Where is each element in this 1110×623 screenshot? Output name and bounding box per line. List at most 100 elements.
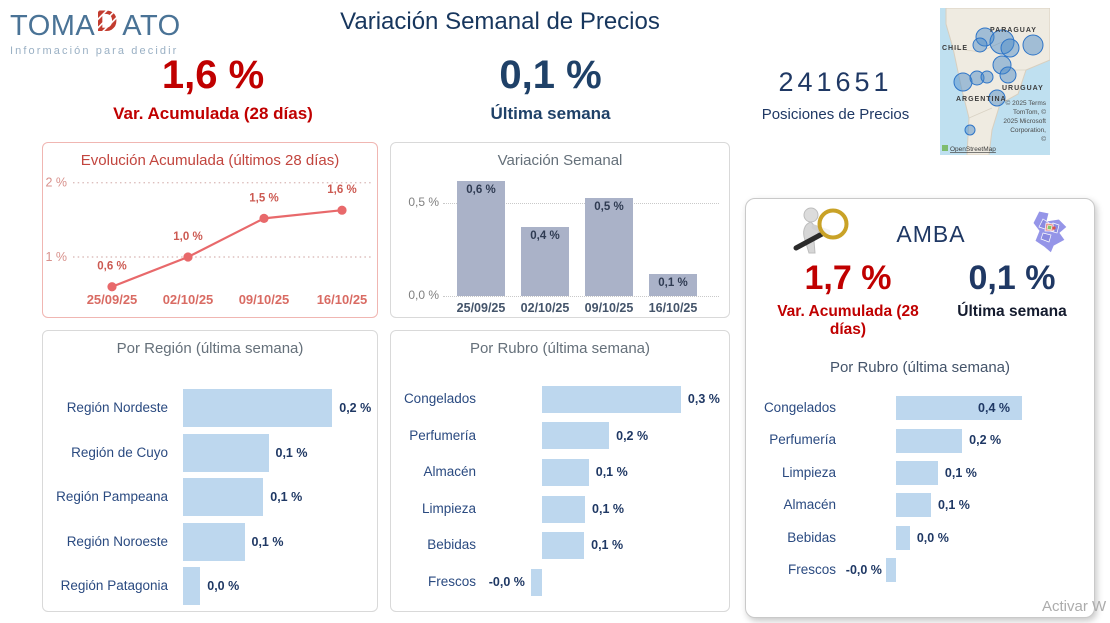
bar[interactable] — [542, 495, 586, 523]
hbar-chart-amba-rubro[interactable]: Congelados 0,4 % Perfumería 0,2 % Limpieza 0,… — [746, 392, 1094, 586]
bar-value-label: 0,1 % — [591, 538, 624, 553]
bar[interactable] — [885, 558, 896, 583]
kpi-var-acumulada: 1,6 % Var. Acumulada (28 días) — [88, 54, 338, 124]
point-label: 1,6 % — [327, 184, 356, 196]
bar[interactable] — [183, 478, 264, 517]
category-label: Congelados — [763, 400, 836, 415]
point-label: 1,0 % — [173, 231, 202, 243]
bar-value-label: 0,0 % — [207, 579, 240, 593]
map-attribution-osm[interactable]: OpenStreetMap — [950, 146, 996, 153]
panel-amba[interactable]: AMBA 1,7 % Var. Acumulada (28 días) 0,1 … — [745, 198, 1095, 618]
card-variacion-semanal[interactable]: Variación Semanal 0,0 % 0,5 % 0,6 % 25/09/2… — [390, 142, 730, 318]
category-label: Perfumería — [409, 427, 476, 443]
bar-value-label: 0,1 % — [275, 445, 308, 460]
category-label: Perfumería — [769, 432, 836, 448]
category-label: Región Nordeste — [66, 400, 168, 415]
x-tick-label: 02/10/25 — [163, 292, 214, 307]
card-evolucion-acumulada[interactable]: Evolución Acumulada (últimos 28 días) 1 … — [42, 142, 378, 318]
logo-d-icon: D — [96, 5, 121, 41]
hbar-chart-region[interactable]: Región Nordeste 0,2 % Región de Cuyo 0,1 % R… — [43, 386, 377, 609]
category-label: Región de Cuyo — [71, 444, 168, 460]
card-por-region[interactable]: Por Región (última semana) Región Nordes… — [42, 330, 378, 612]
x-tick-label: 25/09/25 — [87, 292, 138, 307]
data-point — [183, 252, 193, 262]
kpi-posiciones-value: 241651 — [778, 67, 893, 97]
bar-value-label: 0,2 % — [969, 433, 1002, 448]
logo-text-pre: TOMA — [10, 10, 96, 42]
bar-row: Región Pampeana 0,1 % — [43, 475, 377, 520]
argentina-map-thumbnail[interactable]: CHILE PARAGUAY URUGUAY ARGENTINA © 2025 … — [940, 7, 1051, 156]
bar-row: Región Noroeste 0,1 % — [43, 520, 377, 565]
bar-row: Región Patagonia 0,0 % — [43, 564, 377, 609]
kpi-ultima-semana-label: Última semana — [490, 104, 611, 123]
bar[interactable] — [542, 458, 589, 486]
bar[interactable] — [530, 568, 542, 596]
bar[interactable] — [542, 385, 681, 413]
category-label: Frescos — [787, 561, 836, 577]
bar-value-label: 0,3 % — [687, 392, 720, 406]
card-por-rubro[interactable]: Por Rubro (última semana) Congelados 0,3 … — [390, 330, 730, 612]
bar[interactable]: 0,6 % — [457, 181, 505, 296]
data-point — [107, 282, 117, 292]
amba-kpi-var-acumulada-label: Var. Acumulada (28 días) — [777, 302, 919, 338]
bar-row: Frescos -0,0 % — [391, 564, 729, 601]
amba-kpi-ultima-semana-value: 0,1 % — [968, 259, 1056, 297]
bar[interactable] — [183, 522, 245, 561]
bar-value-label: 0,5 % — [594, 200, 624, 213]
y-tick-label: 0,0 % — [408, 288, 439, 302]
bar[interactable]: 0,4 % — [521, 227, 569, 296]
map-attribution-line[interactable]: © 2025 Terms — [1006, 99, 1047, 107]
bar[interactable] — [542, 532, 585, 560]
data-point — [337, 205, 347, 215]
x-tick-label: 09/10/25 — [239, 292, 290, 307]
category-label: Almacén — [783, 497, 836, 513]
kpi-posiciones: 241651 Posiciones de Precios — [738, 67, 933, 124]
svg-text:D: D — [96, 6, 118, 35]
category-label: Bebidas — [427, 537, 476, 553]
bar-value-label: -0,0 % — [488, 574, 525, 589]
bar-value-label: -0,0 % — [845, 562, 882, 577]
bar[interactable] — [542, 422, 610, 450]
bar[interactable] — [896, 396, 1022, 421]
amba-kpi-ultima-semana-label: Última semana — [957, 302, 1067, 320]
bar-chart-semanal[interactable]: 0,0 % 0,5 % 0,6 % 25/09/25 0,4 % 02/10/25 0,5 … — [391, 143, 729, 317]
bar[interactable] — [183, 567, 201, 606]
card-rubro-title: Por Rubro (última semana) — [469, 340, 651, 357]
bar-value-label: 0,1 % — [937, 498, 970, 513]
bar-value-label: 0,2 % — [616, 428, 649, 443]
data-point — [259, 213, 269, 223]
bar-row: Frescos -0,0 % — [746, 554, 1094, 586]
bar-row: Almacén 0,1 % — [746, 489, 1094, 521]
kpi-var-acumulada-value: 1,6 % — [161, 53, 265, 97]
bar[interactable] — [896, 428, 963, 453]
y-tick-label: 2 % — [45, 176, 67, 190]
bar[interactable] — [896, 460, 938, 485]
bar-value-label: 0,6 % — [466, 184, 496, 197]
bar-value-label: 0,4 % — [978, 401, 1010, 415]
kpi-ultima-semana: 0,1 % Última semana — [428, 54, 673, 124]
page-title: Variación Semanal de Precios — [340, 8, 660, 35]
line-chart-evolucion[interactable]: 1 % 2 % 0,6 % 25/09/25 1,0 % 02/10/25 1,5 % 09/… — [43, 143, 377, 317]
bar[interactable]: 0,5 % — [585, 197, 633, 296]
tomadato-logo: TOMA D ATO Información para decidir — [10, 5, 181, 57]
bar-row: Bebidas 0,0 % — [746, 522, 1094, 554]
kpi-ultima-semana-value: 0,1 % — [499, 53, 602, 97]
y-tick-label: 1 % — [45, 250, 67, 264]
bar-row: Congelados 0,4 % — [746, 392, 1094, 424]
map-attribution-line: 2025 Microsoft — [1003, 118, 1046, 125]
bar[interactable]: 0,1 % — [649, 273, 697, 296]
bar[interactable] — [183, 433, 269, 472]
bar[interactable] — [183, 389, 333, 428]
bar-row: Almacén 0,1 % — [391, 454, 729, 491]
magnifier-figure-icon — [784, 205, 858, 260]
bar-row: Limpieza 0,1 % — [746, 457, 1094, 489]
card-evolucion-title: Evolución Acumulada (últimos 28 días) — [80, 152, 340, 169]
y-tick-label: 0,5 % — [408, 195, 439, 210]
bar-row: Congelados 0,3 % — [391, 381, 729, 418]
hbar-chart-rubro[interactable]: Congelados 0,3 % Perfumería 0,2 % Almacén 0,1… — [391, 381, 729, 601]
logo-text-post: ATO — [122, 10, 181, 42]
bar[interactable] — [896, 493, 931, 518]
bar[interactable] — [896, 525, 910, 550]
gridline — [443, 296, 719, 297]
